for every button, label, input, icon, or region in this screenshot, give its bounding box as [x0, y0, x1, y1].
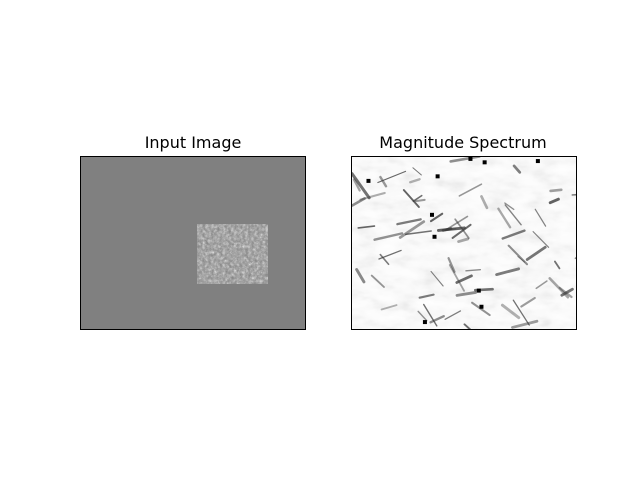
input-image-title: Input Image	[145, 133, 242, 152]
magnitude-spectrum-axes: Magnitude Spectrum	[351, 133, 577, 330]
spectrum-dark-pixel	[482, 160, 487, 165]
spectrum-streak	[500, 303, 521, 320]
input-image-background	[80, 156, 305, 329]
spectrum-streak	[352, 178, 361, 192]
spectrum-streak	[501, 229, 526, 240]
spectrum-dark-pixel	[468, 156, 473, 161]
spectrum-streak	[495, 267, 521, 277]
spectrum-streak	[379, 253, 390, 266]
spectrum-streak	[549, 188, 563, 193]
spectrum-streak	[414, 198, 426, 203]
spectrum-streak	[504, 202, 515, 211]
spectrum-dark-pixel	[429, 212, 434, 217]
spectrum-streak	[402, 189, 420, 208]
spectrum-streak	[398, 220, 426, 239]
spectrum-dark-pixel	[476, 288, 481, 293]
spectrum-streak	[512, 299, 530, 326]
spectrum-dark-pixel	[535, 159, 540, 164]
magnitude-spectrum-title: Magnitude Spectrum	[379, 133, 546, 152]
spectrum-streak	[535, 280, 548, 290]
spectrum-streak	[558, 286, 573, 299]
spectrum-streak	[512, 164, 522, 174]
spectrum-streak	[517, 255, 526, 263]
spectrum-streak	[463, 323, 472, 329]
spectrum-streak	[554, 260, 561, 270]
magnitude-spectrum-field	[351, 156, 576, 329]
spectrum-streak	[447, 257, 456, 273]
spectrum-streak	[429, 315, 445, 324]
spectrum-streak	[560, 287, 574, 297]
input-image-noise-patch	[197, 224, 268, 284]
spectrum-dark-pixel	[422, 320, 427, 325]
spectrum-streak	[534, 208, 547, 227]
spectrum-streak	[357, 225, 376, 229]
spectrum-dark-pixel	[366, 178, 371, 183]
spectrum-streak	[455, 274, 473, 284]
spectrum-streak	[480, 195, 489, 210]
spectrum-streak	[404, 230, 432, 236]
magnitude-spectrum-streaks	[351, 156, 576, 329]
spectrum-streak	[377, 170, 407, 184]
spectrum-streak	[418, 293, 435, 299]
spectrum-streak	[370, 274, 385, 288]
magnitude-spectrum-frame	[351, 156, 577, 330]
spectrum-streak	[449, 156, 481, 163]
spectrum-streak	[412, 194, 423, 202]
spectrum-streak	[359, 191, 386, 201]
spectrum-streak	[504, 204, 522, 226]
spectrum-streak	[373, 232, 404, 241]
spectrum-streak	[457, 237, 470, 243]
spectrum-dark-pixel	[479, 304, 484, 309]
spectrum-streak	[423, 303, 438, 327]
spectrum-streak	[380, 304, 398, 311]
spectrum-streak	[525, 245, 547, 261]
spectrum-streak	[520, 296, 536, 308]
spectrum-dark-pixel	[432, 234, 437, 239]
spectrum-streak	[378, 249, 402, 260]
spectrum-streak	[351, 172, 371, 200]
spectrum-streak	[511, 319, 539, 329]
spectrum-streak	[571, 193, 576, 196]
spectrum-streak	[471, 301, 491, 317]
spectrum-streak	[355, 268, 366, 284]
spectrum-streak	[458, 183, 483, 197]
spectrum-streak	[448, 264, 465, 292]
spectrum-dark-pixel	[435, 174, 440, 179]
input-image-frame	[80, 156, 306, 330]
spectrum-streak	[465, 268, 482, 272]
input-image-axes: Input Image	[80, 133, 306, 330]
spectrum-streak	[412, 167, 422, 176]
spectrum-streak	[444, 310, 462, 320]
spectrum-streak	[351, 197, 366, 207]
spectrum-streak	[455, 290, 477, 297]
spectrum-streak	[417, 310, 428, 322]
spectrum-streak	[430, 270, 444, 287]
spectrum-streak	[396, 218, 422, 226]
spectrum-streak	[429, 212, 444, 223]
spectrum-streak	[436, 226, 466, 232]
spectrum-streak	[379, 175, 388, 188]
spectrum-streak	[409, 178, 421, 184]
spectrum-streak	[532, 231, 550, 248]
spectrum-streak	[574, 256, 576, 260]
spectrum-streak	[497, 207, 512, 229]
spectrum-streak	[451, 223, 472, 239]
spectrum-streak	[548, 197, 560, 205]
